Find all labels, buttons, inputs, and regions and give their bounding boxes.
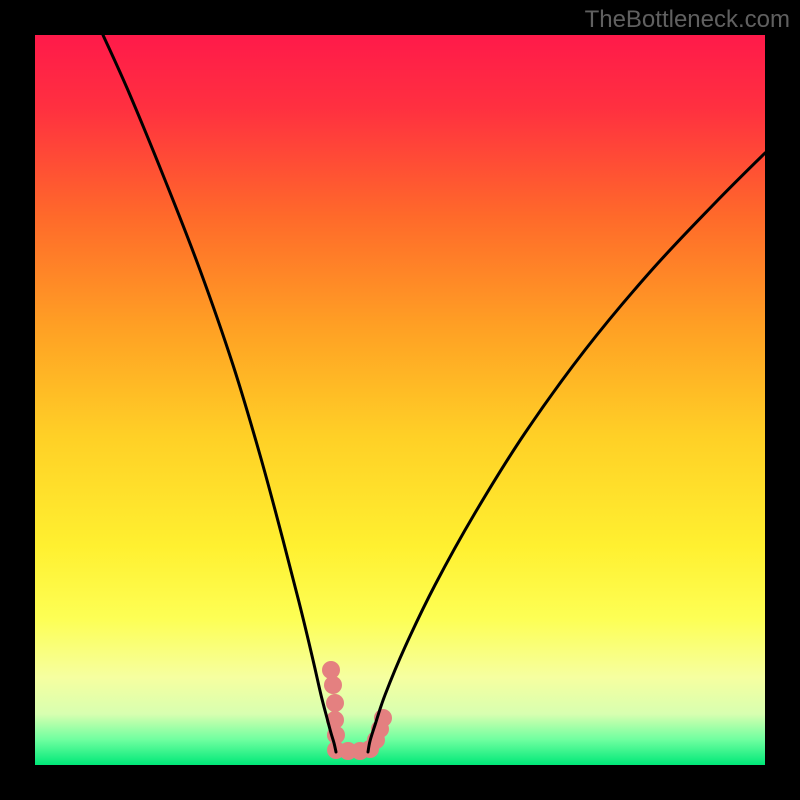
curve-layer [35,35,765,765]
marker-group [322,661,392,760]
plot-area [35,35,765,765]
left-curve [103,35,336,752]
data-marker [326,694,344,712]
chart-container: TheBottleneck.com [0,0,800,800]
data-marker [324,676,342,694]
watermark-text: TheBottleneck.com [585,6,790,34]
right-curve [368,153,765,752]
